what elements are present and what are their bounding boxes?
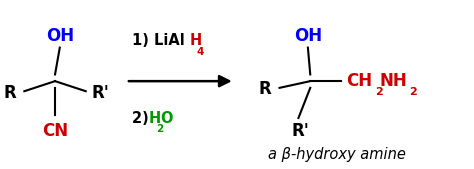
Text: 2: 2 bbox=[156, 124, 163, 134]
Text: OH: OH bbox=[46, 27, 74, 45]
Text: a β-hydroxy amine: a β-hydroxy amine bbox=[268, 147, 406, 162]
Text: R': R' bbox=[91, 84, 109, 102]
Text: 1) LiAl: 1) LiAl bbox=[132, 33, 185, 49]
Text: R': R' bbox=[292, 122, 310, 140]
Text: OH: OH bbox=[294, 27, 322, 45]
Text: O: O bbox=[160, 111, 173, 126]
Text: 4: 4 bbox=[197, 47, 204, 57]
Text: NH: NH bbox=[380, 72, 408, 90]
Text: CN: CN bbox=[42, 122, 68, 140]
Text: R: R bbox=[259, 80, 272, 98]
Text: CH: CH bbox=[346, 72, 372, 90]
Text: 2): 2) bbox=[132, 111, 154, 126]
Text: 2: 2 bbox=[375, 87, 383, 97]
Text: H: H bbox=[190, 33, 202, 49]
Text: R: R bbox=[4, 84, 17, 102]
Text: H: H bbox=[148, 111, 160, 126]
Text: 2: 2 bbox=[409, 87, 417, 97]
